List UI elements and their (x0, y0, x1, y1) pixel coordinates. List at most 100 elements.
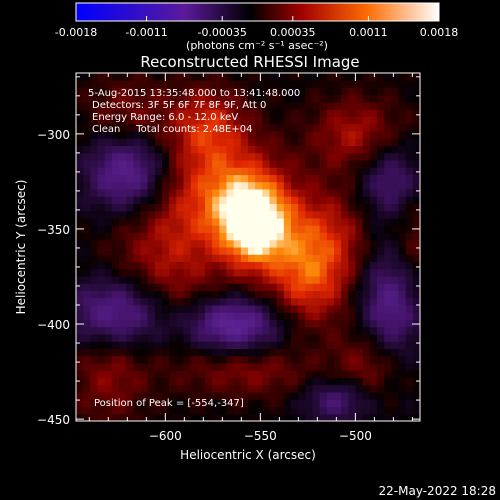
heatmap-cell (147, 355, 156, 364)
heatmap-cell (104, 290, 113, 299)
heatmap-cell (305, 355, 313, 364)
heatmap-cell (212, 160, 220, 168)
heatmap-cell (391, 152, 399, 161)
heatmap-cell (262, 109, 270, 117)
heatmap-cell (154, 305, 163, 313)
heatmap-cell (169, 196, 177, 204)
heatmap-cell (219, 145, 227, 154)
heatmap-cell (319, 341, 328, 349)
heatmap-cell (176, 196, 184, 204)
heatmap-cell (398, 196, 407, 204)
heatmap-cell (369, 123, 378, 132)
heatmap-cell (147, 319, 156, 328)
heatmap-cell (312, 276, 321, 284)
heatmap-cell (305, 239, 313, 248)
heatmap-cell (226, 348, 235, 357)
heatmap-cell (190, 261, 199, 270)
heatmap-cell (255, 392, 263, 400)
heatmap-cell (205, 160, 213, 168)
heatmap-cell (248, 319, 256, 328)
heatmap-cell (341, 167, 349, 175)
heatmap-cell (276, 116, 285, 125)
heatmap-cell (240, 319, 249, 328)
heatmap-cell (119, 406, 127, 415)
heatmap-cell (205, 413, 213, 422)
heatmap-cell (140, 189, 149, 197)
heatmap-cell (147, 167, 156, 175)
heatmap-cell (298, 145, 306, 154)
heatmap-cell (319, 174, 328, 183)
heatmap-cell (76, 326, 84, 335)
heatmap-cell (147, 203, 156, 212)
heatmap-cell (326, 254, 335, 262)
heatmap-cell (119, 377, 127, 386)
heatmap-cell (97, 341, 106, 349)
heatmap-cell (126, 87, 134, 96)
heatmap-cell (126, 218, 134, 226)
heatmap-cell (362, 290, 371, 299)
heatmap-cell (255, 297, 263, 306)
heatmap-cell (262, 247, 270, 255)
heatmap-cell (111, 73, 120, 81)
heatmap-cell (319, 290, 328, 299)
heatmap-cell (147, 160, 156, 168)
heatmap-cell (291, 254, 299, 262)
heatmap-cell (183, 181, 192, 190)
heatmap-cell (154, 225, 163, 233)
heatmap-cell (111, 123, 120, 132)
heatmap-cell (319, 399, 328, 407)
heatmap-cell (226, 247, 235, 255)
heatmap-cell (190, 102, 199, 110)
heatmap-cell (147, 210, 156, 219)
heatmap-cell (362, 160, 371, 168)
heatmap-cell (219, 312, 227, 320)
heatmap-cell (111, 196, 120, 204)
heatmap-cell (140, 203, 149, 212)
heatmap-cell (283, 152, 292, 161)
heatmap-cell (226, 326, 235, 335)
heatmap-cell (305, 210, 313, 219)
heatmap-cell (334, 319, 342, 328)
heatmap-cell (219, 94, 227, 103)
heatmap-cell (384, 174, 392, 183)
heatmap-cell (219, 319, 227, 328)
heatmap-cell (283, 377, 292, 386)
heatmap-cell (377, 363, 385, 371)
heatmap-cell (111, 109, 120, 117)
heatmap-cell (183, 189, 192, 197)
heatmap-cell (140, 167, 149, 175)
heatmap-cell (291, 413, 299, 422)
heatmap-cell (147, 225, 156, 233)
heatmap-cell (348, 297, 356, 306)
heatmap-cell (262, 290, 270, 299)
heatmap-cell (154, 406, 163, 415)
heatmap-cell (291, 276, 299, 284)
heatmap-cell (312, 94, 321, 103)
heatmap-cell (391, 363, 399, 371)
heatmap-cell (312, 377, 321, 386)
heatmap-cell (90, 370, 98, 378)
heatmap-cell (97, 73, 106, 81)
heatmap-cell (298, 189, 306, 197)
heatmap-cell (305, 167, 313, 175)
heatmap-cell (355, 189, 364, 197)
heatmap-cell (391, 406, 399, 415)
heatmap-cell (90, 174, 98, 183)
heatmap-cell (126, 377, 134, 386)
heatmap-cell (334, 239, 342, 248)
heatmap-cell (398, 160, 407, 168)
heatmap-cell (362, 116, 371, 125)
heatmap-cell (248, 377, 256, 386)
heatmap-cell (341, 326, 349, 335)
heatmap-cell (197, 145, 206, 154)
heatmap-cell (384, 413, 392, 422)
heatmap-cell (326, 326, 335, 335)
heatmap-cell (119, 392, 127, 400)
heatmap-cell (126, 174, 134, 183)
heatmap-cell (111, 406, 120, 415)
heatmap-cell (233, 102, 242, 110)
heatmap-cell (398, 341, 407, 349)
heatmap-cell (248, 196, 256, 204)
heatmap-cell (119, 225, 127, 233)
heatmap-cell (348, 239, 356, 248)
